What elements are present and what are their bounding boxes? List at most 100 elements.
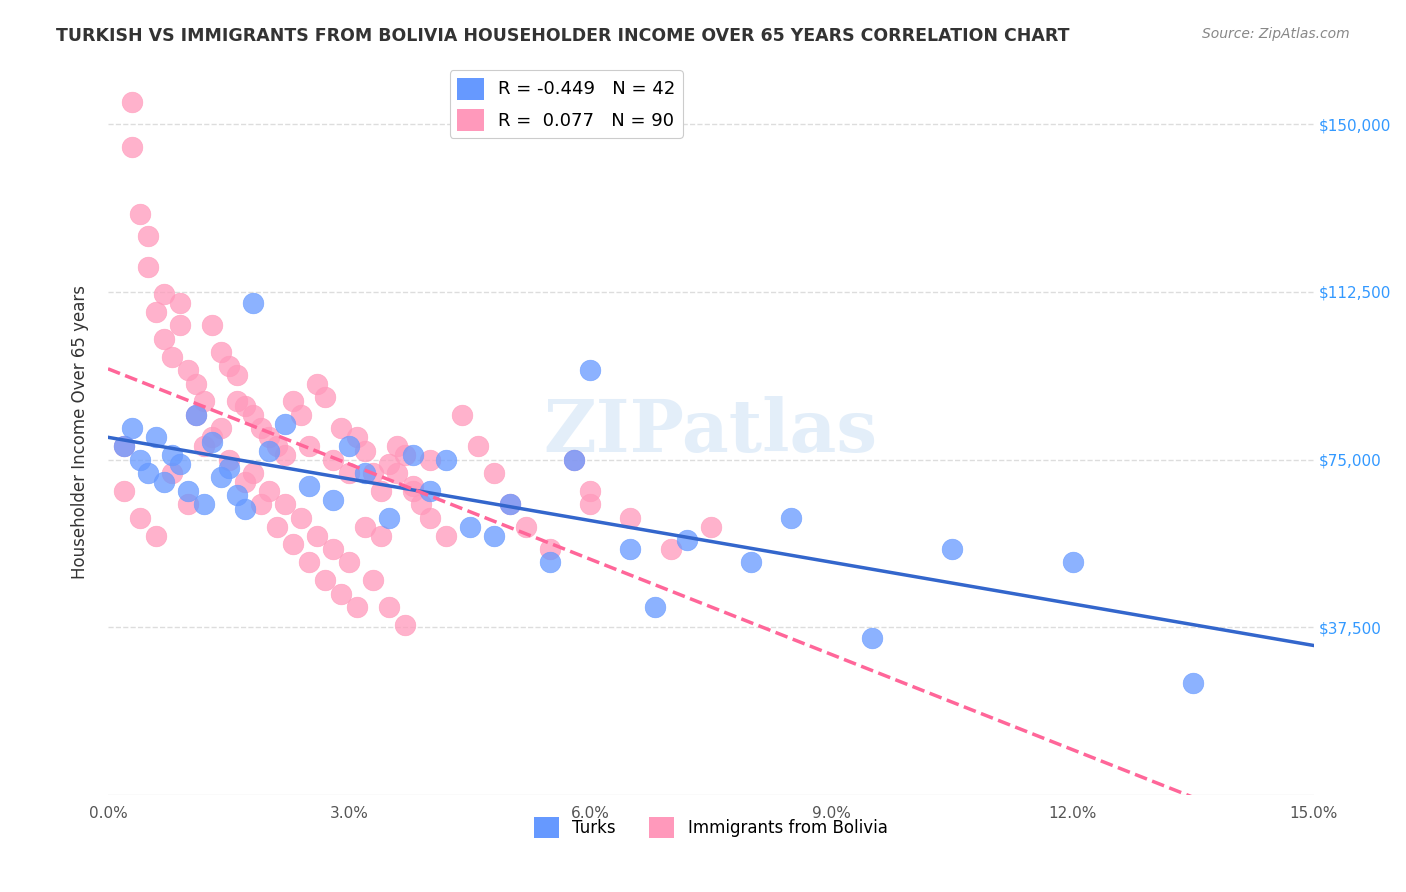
Point: [233, 399, 256, 413]
Point: [242, 408, 264, 422]
Point: [193, 439, 215, 453]
Point: [394, 448, 416, 462]
Point: [225, 488, 247, 502]
Point: [209, 345, 232, 359]
Point: [266, 439, 288, 453]
Point: [257, 483, 280, 498]
Point: [562, 452, 585, 467]
Point: [274, 497, 297, 511]
Point: [305, 376, 328, 391]
Point: [402, 448, 425, 462]
Point: [337, 439, 360, 453]
Point: [121, 95, 143, 109]
Point: [129, 452, 152, 467]
Point: [225, 394, 247, 409]
Point: [225, 368, 247, 382]
Point: [322, 541, 344, 556]
Point: [515, 519, 537, 533]
Point: [378, 600, 401, 615]
Point: [162, 350, 184, 364]
Point: [145, 528, 167, 542]
Point: [370, 528, 392, 542]
Point: [482, 528, 505, 542]
Point: [112, 439, 135, 453]
Point: [153, 287, 176, 301]
Point: [177, 497, 200, 511]
Point: [193, 394, 215, 409]
Point: [354, 443, 377, 458]
Point: [193, 497, 215, 511]
Point: [411, 497, 433, 511]
Point: [370, 483, 392, 498]
Point: [136, 229, 159, 244]
Point: [337, 466, 360, 480]
Point: [314, 390, 336, 404]
Point: [121, 139, 143, 153]
Point: [112, 439, 135, 453]
Point: [330, 586, 353, 600]
Point: [153, 475, 176, 489]
Point: [242, 296, 264, 310]
Point: [298, 555, 321, 569]
Point: [387, 439, 409, 453]
Point: [257, 430, 280, 444]
Point: [162, 448, 184, 462]
Point: [538, 541, 561, 556]
Point: [201, 434, 224, 449]
Point: [298, 439, 321, 453]
Point: [418, 452, 440, 467]
Point: [644, 600, 666, 615]
Point: [458, 519, 481, 533]
Point: [218, 359, 240, 373]
Point: [209, 470, 232, 484]
Point: [209, 421, 232, 435]
Point: [298, 479, 321, 493]
Point: [169, 318, 191, 333]
Point: [434, 452, 457, 467]
Point: [121, 421, 143, 435]
Point: [112, 483, 135, 498]
Point: [186, 408, 208, 422]
Point: [450, 408, 472, 422]
Point: [169, 296, 191, 310]
Point: [619, 541, 641, 556]
Point: [145, 305, 167, 319]
Point: [675, 533, 697, 547]
Point: [274, 417, 297, 431]
Point: [218, 461, 240, 475]
Point: [169, 457, 191, 471]
Point: [387, 466, 409, 480]
Point: [186, 408, 208, 422]
Point: [290, 510, 312, 524]
Point: [186, 376, 208, 391]
Point: [402, 483, 425, 498]
Point: [619, 510, 641, 524]
Point: [740, 555, 762, 569]
Point: [361, 573, 384, 587]
Point: [418, 510, 440, 524]
Point: [337, 555, 360, 569]
Point: [659, 541, 682, 556]
Point: [314, 573, 336, 587]
Point: [579, 363, 602, 377]
Point: [330, 421, 353, 435]
Point: [700, 519, 723, 533]
Point: [860, 632, 883, 646]
Point: [394, 618, 416, 632]
Point: [346, 600, 368, 615]
Point: [129, 207, 152, 221]
Point: [499, 497, 522, 511]
Point: [354, 519, 377, 533]
Point: [780, 510, 803, 524]
Point: [579, 497, 602, 511]
Point: [281, 394, 304, 409]
Point: [218, 452, 240, 467]
Point: [579, 483, 602, 498]
Point: [418, 483, 440, 498]
Point: [257, 443, 280, 458]
Point: [305, 528, 328, 542]
Point: [233, 501, 256, 516]
Point: [249, 497, 271, 511]
Text: TURKISH VS IMMIGRANTS FROM BOLIVIA HOUSEHOLDER INCOME OVER 65 YEARS CORRELATION : TURKISH VS IMMIGRANTS FROM BOLIVIA HOUSE…: [56, 27, 1070, 45]
Point: [136, 466, 159, 480]
